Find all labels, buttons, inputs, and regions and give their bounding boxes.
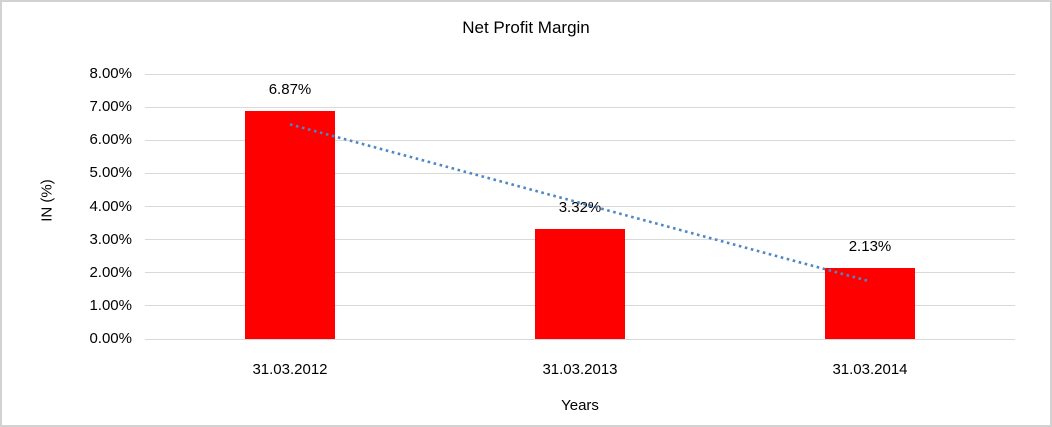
chart-title: Net Profit Margin bbox=[462, 18, 590, 37]
y-tick-label: 3.00% bbox=[89, 230, 132, 248]
y-tick-label: 1.00% bbox=[89, 296, 132, 314]
y-tick-label: 6.00% bbox=[89, 131, 132, 149]
y-axis-title: IN (%) bbox=[38, 178, 56, 222]
y-tick-label: 0.00% bbox=[89, 330, 132, 347]
y-tick-label: 4.00% bbox=[89, 197, 132, 215]
bar-31.03.2012 bbox=[245, 111, 335, 339]
x-tick-label: 31.03.2014 bbox=[832, 361, 908, 378]
y-tick-label: 8.00% bbox=[89, 65, 132, 82]
x-tick-label: 31.03.2012 bbox=[252, 361, 328, 378]
gridline bbox=[145, 73, 1015, 75]
x-axis-title: Years bbox=[561, 397, 599, 414]
bar-31.03.2014 bbox=[825, 268, 915, 339]
y-tick-label: 2.00% bbox=[89, 263, 132, 281]
bar-data-label: 2.13% bbox=[848, 238, 892, 256]
bar-data-label: 3.32% bbox=[558, 199, 602, 217]
y-tick-label: 7.00% bbox=[89, 98, 132, 116]
x-tick-label: 31.03.2013 bbox=[542, 361, 618, 378]
bar-31.03.2013 bbox=[535, 229, 625, 339]
gridline bbox=[145, 106, 1015, 108]
y-tick-label: 5.00% bbox=[89, 164, 132, 182]
gridline bbox=[145, 338, 1015, 340]
bar-data-label: 6.87% bbox=[268, 81, 312, 99]
